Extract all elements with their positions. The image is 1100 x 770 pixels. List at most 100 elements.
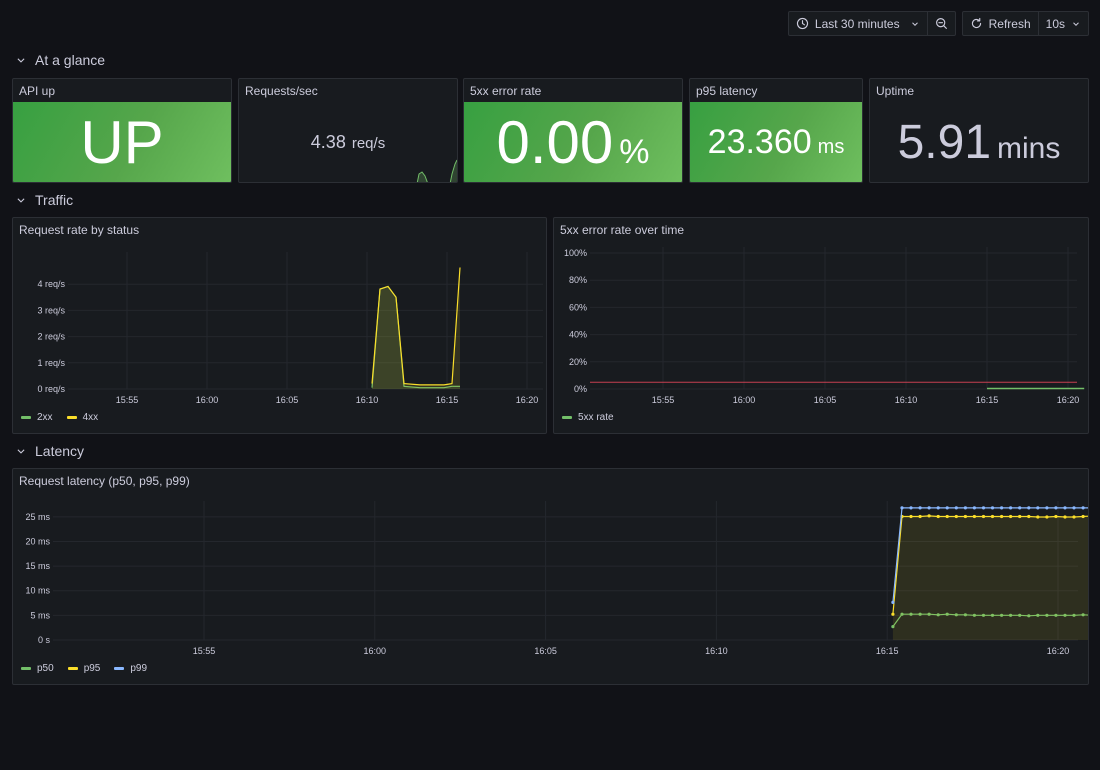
stat-value-wrap: 4.38 req/s	[311, 132, 385, 153]
data-point-p50	[900, 612, 904, 616]
panel-uptime[interactable]: Uptime 5.91 mins	[869, 78, 1089, 183]
y-tick-label: 3 req/s	[37, 305, 65, 315]
y-tick-label: 40%	[569, 330, 587, 340]
legend-item-p99[interactable]: p99	[114, 663, 147, 674]
row-at-a-glance[interactable]: At a glance	[16, 52, 105, 68]
panel-title: p95 latency	[696, 84, 758, 98]
refresh-interval-picker[interactable]: 10s	[1037, 12, 1088, 35]
x-tick-label: 16:00	[196, 395, 219, 405]
data-point-p50	[1009, 613, 1013, 617]
data-point-p50	[918, 612, 922, 616]
data-point-p95	[1018, 514, 1022, 519]
legend-item-5xx-rate[interactable]: 5xx rate	[562, 412, 614, 423]
stat-value-wrap: 23.360 ms	[708, 123, 845, 162]
y-tick-label: 20 ms	[25, 536, 50, 546]
legend-swatch	[21, 416, 31, 419]
legend-item-4xx[interactable]: 4xx	[66, 412, 98, 423]
data-point-p99	[909, 506, 913, 510]
data-point-p99	[1054, 506, 1058, 510]
data-point-p50	[963, 613, 968, 617]
legend-item-2xx[interactable]: 2xx	[21, 412, 53, 423]
row-title: Traffic	[35, 192, 74, 208]
y-tick-label: 100%	[564, 248, 587, 258]
panel-5xx-error-rate-over-time[interactable]: 5xx error rate over time 0% 20% 40% 60% 80% 1…	[553, 217, 1089, 434]
y-tick-label: 25 ms	[25, 512, 50, 522]
refresh-button[interactable]: Refresh	[963, 12, 1038, 35]
data-point-p95	[1009, 514, 1013, 519]
y-tick-label: 0 req/s	[37, 384, 65, 394]
x-tick-label: 16:20	[516, 395, 539, 405]
legend-swatch	[67, 667, 78, 670]
legend-swatch	[66, 416, 77, 419]
panel-request-latency[interactable]: Request latency (p50, p95, p99) 0 s 5 ms 1…	[12, 468, 1089, 685]
data-point-p95	[1000, 514, 1004, 519]
data-point-p99	[900, 506, 904, 510]
data-point-p95	[1063, 515, 1067, 519]
time-range-picker[interactable]: Last 30 minutes	[789, 12, 927, 35]
data-point-p99	[981, 506, 986, 510]
panel-requests-per-sec[interactable]: Requests/sec 4.38 req/s	[238, 78, 458, 183]
legend-label: 5xx rate	[578, 412, 614, 423]
latency-chart: 0 s 5 ms 10 ms 15 ms 20 ms 25 ms 15:55 16:00 16:…	[25, 501, 1088, 656]
chart-legend: 2xx 4xx	[21, 412, 98, 423]
data-point-p95	[990, 514, 995, 519]
sparkline	[416, 159, 457, 182]
legend-item-p95[interactable]: p95	[67, 663, 100, 674]
data-point-p95	[1036, 515, 1040, 519]
row-latency[interactable]: Latency	[16, 443, 84, 459]
legend-swatch	[562, 416, 572, 419]
data-point-p99	[1000, 506, 1004, 510]
data-point-p95	[1054, 514, 1058, 519]
data-point-p50	[909, 612, 913, 616]
data-point-p99	[1072, 506, 1076, 510]
stat-value-wrap: 5.91 mins	[898, 115, 1061, 170]
legend-swatch	[114, 667, 125, 670]
series-line-4xx	[371, 267, 461, 386]
data-point-p50	[945, 612, 949, 616]
chevron-down-icon	[17, 58, 25, 63]
x-tick-label: 15:55	[652, 395, 675, 405]
zoom-out-icon	[935, 18, 947, 29]
data-point-p95	[954, 514, 958, 519]
data-point-p50	[1054, 613, 1058, 617]
data-point-p50	[990, 613, 995, 617]
panel-5xx-error-rate[interactable]: 5xx error rate 0.00 %	[463, 78, 683, 183]
data-point-p95	[963, 514, 968, 519]
data-point-p50	[1000, 613, 1004, 617]
error-rate-chart: 0% 20% 40% 60% 80% 100% 15:55 16:00 16:05 16:10 16…	[564, 247, 1085, 405]
data-point-p99	[945, 506, 949, 510]
y-tick-label: 60%	[569, 302, 587, 312]
series-area-2xx	[372, 286, 460, 389]
sparkline-area	[417, 160, 457, 182]
data-point-p99	[936, 506, 940, 510]
y-tick-label: 5 ms	[30, 610, 50, 620]
x-tick-label: 16:00	[733, 395, 756, 405]
sparkline-line	[416, 159, 457, 182]
y-tick-label: 15 ms	[25, 561, 50, 571]
x-tick-label: 16:05	[814, 395, 837, 405]
legend-label: p50	[37, 663, 54, 674]
data-point-p99	[1045, 506, 1049, 510]
stat-background: UP	[13, 102, 231, 182]
data-point-p50	[891, 625, 895, 629]
panel-api-up[interactable]: API up UP	[12, 78, 232, 183]
panel-request-rate-by-status[interactable]: Request rate by status 0 req/s 1 req/s 2 r…	[12, 217, 547, 434]
chevron-down-icon	[911, 21, 918, 26]
stat-body: 5.91 mins	[870, 102, 1088, 182]
stat-background: 0.00 %	[464, 102, 682, 182]
stat-body: 4.38 req/s	[239, 102, 457, 182]
data-point-p50	[1063, 613, 1067, 617]
zoom-out-button[interactable]	[926, 12, 955, 35]
panel-p95-latency[interactable]: p95 latency 23.360 ms	[689, 78, 863, 183]
x-tick-label: 16:20	[1057, 395, 1080, 405]
data-point-p50	[1045, 613, 1049, 617]
refresh-group: Refresh 10s	[961, 11, 1089, 36]
data-point-p99	[972, 506, 977, 510]
data-point-p95	[1027, 514, 1031, 519]
refresh-icon	[971, 17, 981, 29]
legend-item-p50[interactable]: p50	[21, 663, 54, 674]
chart-legend: 5xx rate	[562, 412, 614, 423]
legend-label: p99	[130, 663, 148, 674]
row-traffic[interactable]: Traffic	[16, 192, 73, 208]
chevron-down-icon	[17, 198, 25, 203]
